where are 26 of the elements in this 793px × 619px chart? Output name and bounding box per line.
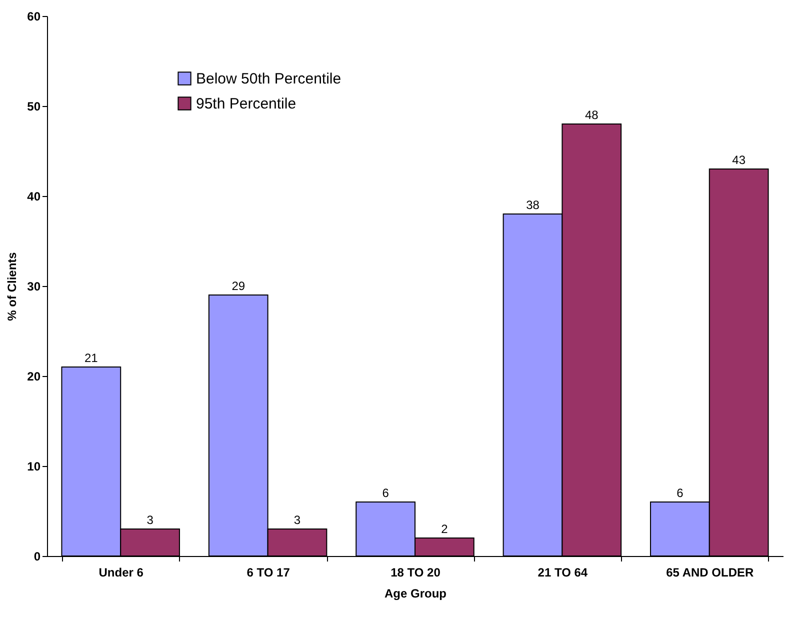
legend-label: Below 50th Percentile (196, 70, 342, 88)
y-axis-title: % of Clients (5, 252, 20, 321)
data-label: 6 (676, 486, 684, 500)
y-tick-label: 60 (27, 10, 41, 24)
data-label: 6 (382, 486, 390, 500)
data-label: 43 (732, 153, 746, 167)
x-tick-label: 21 TO 64 (538, 566, 588, 580)
x-tick-label: Under 6 (98, 566, 144, 580)
x-tick-label: 18 TO 20 (390, 566, 441, 580)
y-tick-label: 20 (27, 370, 41, 384)
data-label: 29 (232, 279, 246, 293)
y-tick-label: 50 (27, 100, 41, 114)
y-tick-label: 0 (34, 550, 41, 564)
data-label: 3 (294, 513, 301, 527)
data-label: 21 (84, 351, 98, 365)
y-tick-label: 10 (27, 460, 41, 474)
y-tick-label: 40 (27, 190, 41, 204)
data-label: 3 (146, 513, 154, 527)
x-tick-label: 65 AND OLDER (666, 566, 754, 580)
data-label: 48 (584, 108, 599, 122)
y-tick-label: 30 (27, 280, 41, 294)
data-label: 2 (441, 522, 448, 536)
data-label: 38 (526, 198, 540, 212)
x-axis-title: Age Group (384, 586, 446, 600)
x-tick-label: 6 TO 17 (246, 566, 290, 580)
legend-label: 95th Percentile (196, 96, 296, 112)
